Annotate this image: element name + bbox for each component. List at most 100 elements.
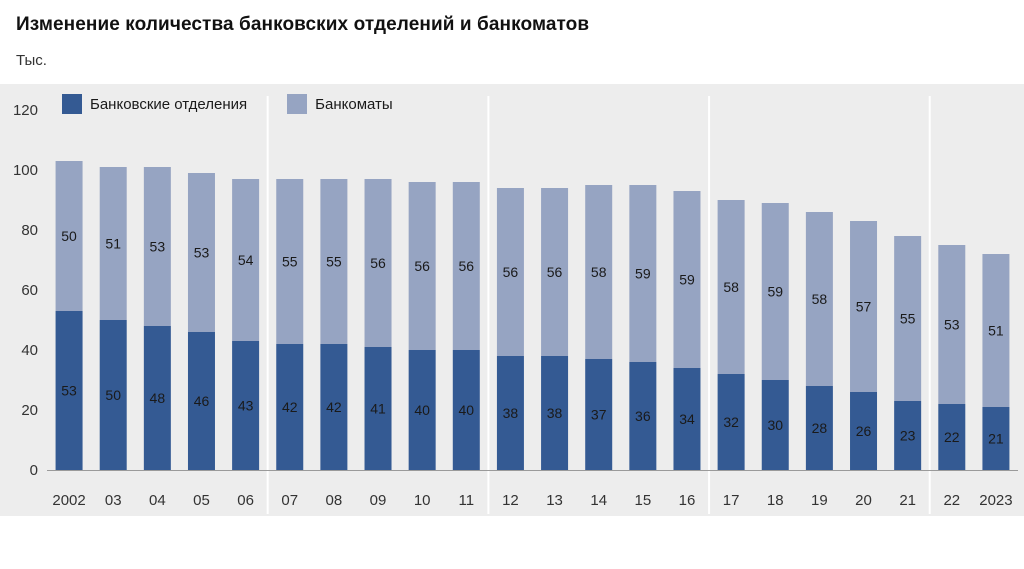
x-tick-label: 16 bbox=[679, 492, 696, 509]
bar-branches bbox=[673, 368, 701, 470]
x-tick-label: 10 bbox=[414, 492, 431, 509]
y-tick-label: 40 bbox=[21, 342, 38, 359]
data-label-branches: 53 bbox=[61, 383, 77, 399]
y-tick-label: 80 bbox=[21, 222, 38, 239]
bar-atms bbox=[99, 167, 127, 320]
bar-atms bbox=[541, 188, 569, 356]
data-label-atms: 53 bbox=[194, 245, 210, 261]
bar-atms bbox=[717, 200, 745, 374]
bar-branches bbox=[585, 359, 613, 470]
data-label-branches: 41 bbox=[370, 401, 386, 417]
unit-label: Тыс. bbox=[16, 52, 47, 69]
bar-atms bbox=[805, 212, 833, 386]
y-tick-label: 0 bbox=[30, 462, 38, 479]
data-label-branches: 38 bbox=[547, 405, 563, 421]
bar-branches bbox=[938, 404, 966, 470]
data-label-branches: 37 bbox=[591, 407, 607, 423]
bar-branches bbox=[55, 311, 83, 470]
data-label-branches: 43 bbox=[238, 398, 254, 414]
data-label-atms: 58 bbox=[591, 264, 607, 280]
data-label-branches: 22 bbox=[944, 429, 960, 445]
bar-atms bbox=[320, 179, 348, 344]
x-tick-label: 18 bbox=[767, 492, 784, 509]
bar-atms bbox=[585, 185, 613, 359]
data-label-atms: 51 bbox=[105, 236, 121, 252]
x-tick-label: 06 bbox=[237, 492, 254, 509]
y-tick-label: 20 bbox=[21, 402, 38, 419]
data-label-atms: 51 bbox=[988, 323, 1004, 339]
data-label-branches: 42 bbox=[326, 399, 342, 415]
bar-branches bbox=[276, 344, 304, 470]
data-label-atms: 57 bbox=[856, 299, 872, 315]
x-tick-label: 22 bbox=[943, 492, 960, 509]
data-label-atms: 59 bbox=[679, 272, 695, 288]
bar-branches bbox=[541, 356, 569, 470]
bar-branches bbox=[232, 341, 260, 470]
bar-atms bbox=[276, 179, 304, 344]
data-label-atms: 56 bbox=[370, 255, 386, 271]
data-label-branches: 36 bbox=[635, 408, 651, 424]
x-tick-label: 2002 bbox=[52, 492, 85, 509]
x-tick-label: 08 bbox=[326, 492, 343, 509]
x-tick-label: 21 bbox=[899, 492, 916, 509]
data-label-atms: 50 bbox=[61, 228, 77, 244]
bar-branches bbox=[320, 344, 348, 470]
bar-atms bbox=[629, 185, 657, 362]
data-label-atms: 59 bbox=[635, 266, 651, 282]
data-label-atms: 55 bbox=[326, 254, 342, 270]
bar-atms bbox=[143, 167, 171, 326]
data-label-branches: 34 bbox=[679, 411, 695, 427]
bar-branches bbox=[496, 356, 524, 470]
legend-label-atms: Банкоматы bbox=[315, 95, 393, 113]
bar-branches bbox=[850, 392, 878, 470]
data-label-atms: 59 bbox=[767, 284, 783, 300]
x-tick-label: 07 bbox=[281, 492, 298, 509]
x-tick-label: 05 bbox=[193, 492, 210, 509]
x-tick-label: 14 bbox=[590, 492, 607, 509]
bar-branches bbox=[717, 374, 745, 470]
data-label-branches: 42 bbox=[282, 399, 298, 415]
data-label-atms: 56 bbox=[503, 264, 519, 280]
x-tick-label: 2023 bbox=[979, 492, 1012, 509]
bar-atms bbox=[894, 236, 922, 401]
data-label-branches: 40 bbox=[459, 402, 475, 418]
data-label-atms: 53 bbox=[150, 239, 166, 255]
data-label-atms: 55 bbox=[282, 254, 298, 270]
x-tick-label: 09 bbox=[370, 492, 387, 509]
data-label-atms: 58 bbox=[812, 291, 828, 307]
x-tick-label: 15 bbox=[634, 492, 651, 509]
legend-label-branches: Банковские отделения bbox=[90, 95, 248, 113]
x-tick-label: 12 bbox=[502, 492, 519, 509]
data-label-branches: 40 bbox=[414, 402, 430, 418]
x-tick-label: 19 bbox=[811, 492, 828, 509]
bar-atms bbox=[496, 188, 524, 356]
bar-atms bbox=[982, 254, 1010, 407]
data-label-atms: 54 bbox=[238, 252, 254, 268]
data-label-branches: 26 bbox=[856, 423, 872, 439]
y-tick-label: 120 bbox=[13, 102, 38, 119]
data-label-atms: 56 bbox=[414, 258, 430, 274]
x-tick-label: 13 bbox=[546, 492, 563, 509]
data-label-atms: 56 bbox=[459, 258, 475, 274]
y-tick-label: 100 bbox=[13, 162, 38, 179]
chart-legend: Банковские отделения Банкоматы bbox=[62, 94, 393, 114]
bar-branches bbox=[805, 386, 833, 470]
bar-atms bbox=[364, 179, 392, 347]
data-label-atms: 58 bbox=[723, 279, 739, 295]
data-label-branches: 28 bbox=[812, 420, 828, 436]
bar-branches bbox=[408, 350, 436, 470]
bar-branches bbox=[99, 320, 127, 470]
data-label-branches: 23 bbox=[900, 428, 916, 444]
bar-branches bbox=[452, 350, 480, 470]
x-tick-label: 03 bbox=[105, 492, 122, 509]
y-tick-label: 60 bbox=[21, 282, 38, 299]
data-label-atms: 56 bbox=[547, 264, 563, 280]
bar-atms bbox=[850, 221, 878, 392]
bar-atms bbox=[408, 182, 436, 350]
data-label-branches: 46 bbox=[194, 393, 210, 409]
data-label-branches: 50 bbox=[105, 387, 121, 403]
legend-swatch-branches bbox=[62, 94, 82, 114]
x-tick-label: 17 bbox=[723, 492, 740, 509]
bar-branches bbox=[187, 332, 215, 470]
